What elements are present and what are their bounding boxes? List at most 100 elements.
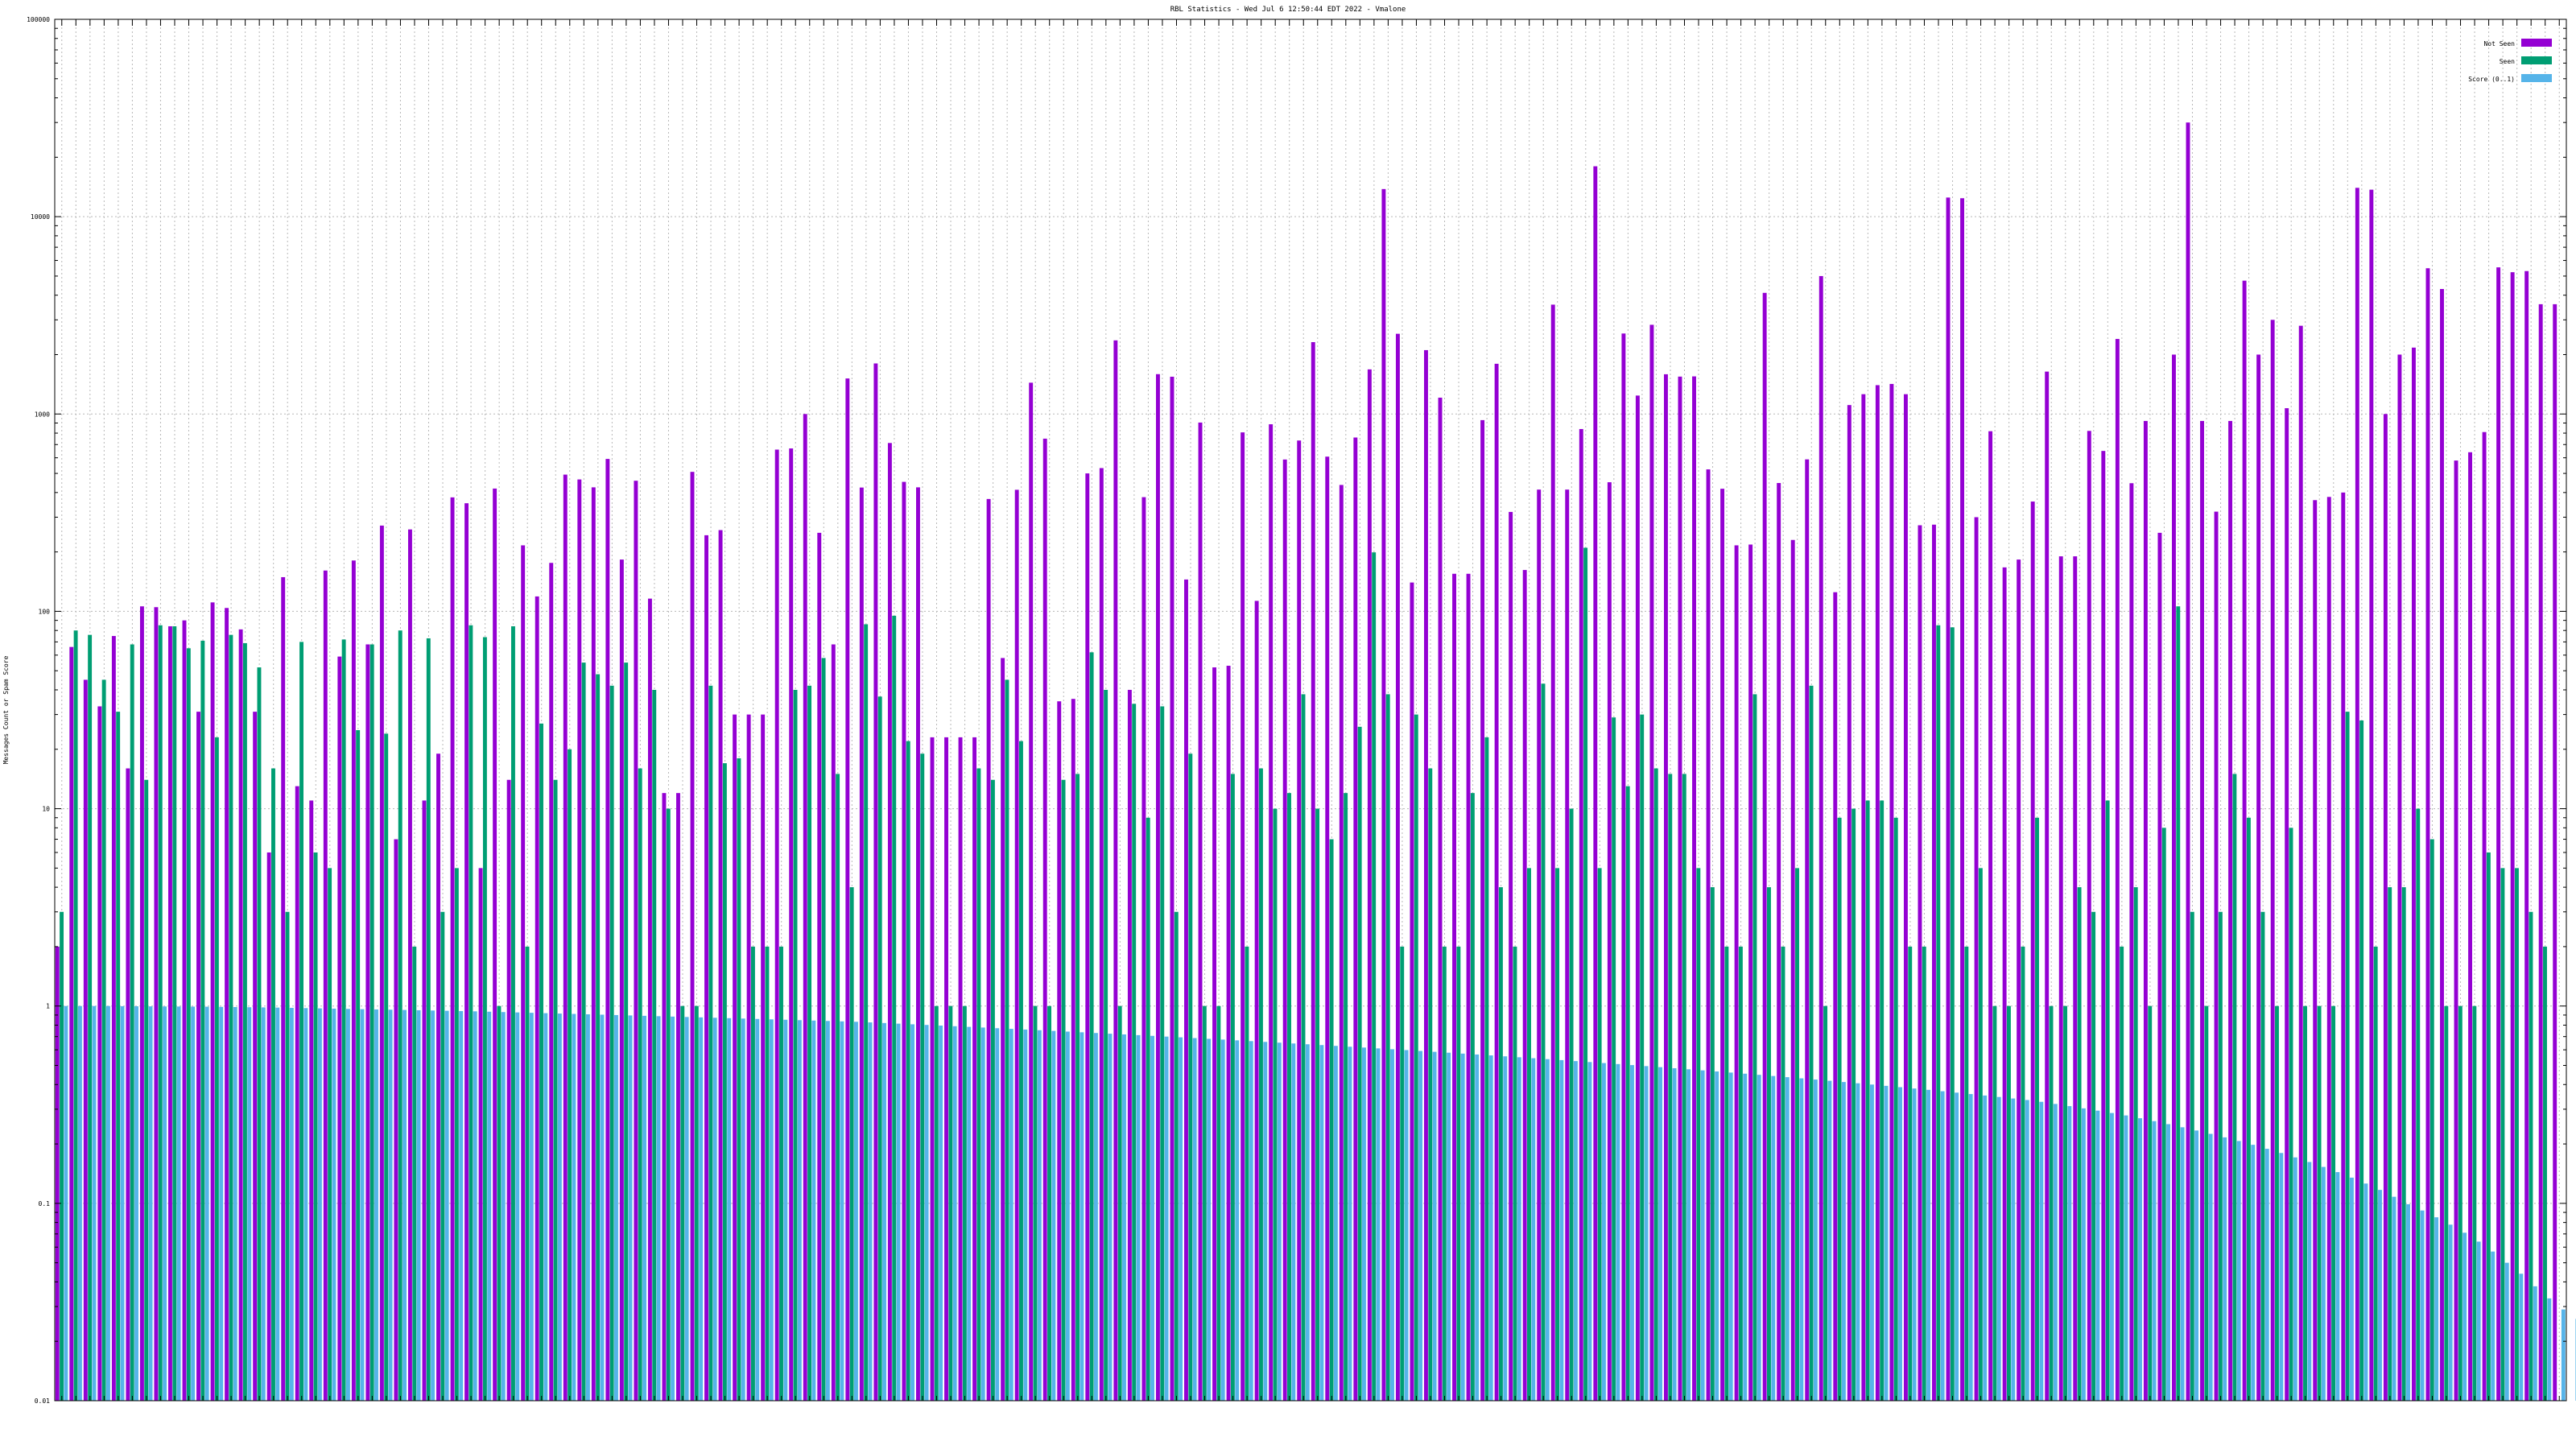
legend-label: Score (0..1): [2468, 76, 2515, 83]
bar-seen: [2275, 1005, 2279, 1401]
bar-not-seen: [774, 449, 779, 1401]
bar-not-seen: [1085, 473, 1090, 1401]
bar-not-seen: [873, 363, 878, 1402]
bar-seen: [1950, 627, 1955, 1401]
bar-seen: [976, 768, 981, 1401]
bar-not-seen: [2298, 325, 2303, 1401]
bar-seen: [1513, 946, 1517, 1401]
bar-seen: [469, 625, 473, 1401]
bar-not-seen: [1847, 405, 1852, 1402]
bar-seen: [581, 663, 586, 1401]
bar-score-0-1: [1093, 1033, 1098, 1401]
bar-seen: [384, 733, 389, 1401]
bar-not-seen: [422, 800, 427, 1401]
bar-score-0-1: [374, 1009, 378, 1401]
bar-score-0-1: [1841, 1082, 1846, 1401]
bar-seen: [1640, 714, 1645, 1401]
bar-not-seen: [1509, 511, 1513, 1402]
bar-not-seen: [1226, 666, 1231, 1401]
bar-score-0-1: [1220, 1039, 1225, 1401]
bar-not-seen: [1664, 374, 1668, 1401]
bar-score-0-1: [2011, 1098, 2016, 1401]
bar-score-0-1: [1319, 1045, 1324, 1401]
bar-not-seen: [1113, 340, 1118, 1401]
bar-seen: [1809, 685, 1814, 1401]
bar-seen: [1852, 808, 1856, 1401]
bar-not-seen: [577, 479, 582, 1401]
bar-not-seen: [887, 443, 892, 1401]
bar-not-seen: [2440, 289, 2444, 1401]
bar-score-0-1: [459, 1010, 464, 1401]
bar-seen: [1668, 774, 1673, 1401]
bar-score-0-1: [614, 1014, 618, 1401]
bar-score-0-1: [275, 1007, 280, 1401]
bar-not-seen: [1014, 489, 1019, 1402]
bar-seen: [1357, 726, 1362, 1401]
bar-score-0-1: [487, 1011, 492, 1401]
bar-not-seen: [55, 946, 60, 1401]
bar-score-0-1: [2307, 1162, 2312, 1401]
bar-seen: [2063, 1005, 2068, 1401]
bar-not-seen: [1748, 544, 1753, 1402]
bar-seen: [821, 658, 826, 1401]
y-tick-label: 0.1: [39, 1200, 51, 1208]
bar-not-seen: [2186, 122, 2190, 1402]
bar-score-0-1: [642, 1015, 646, 1401]
bar-score-0-1: [572, 1013, 576, 1401]
bar-score-0-1: [1051, 1030, 1056, 1401]
bar-score-0-1: [1968, 1094, 1973, 1401]
bar-not-seen: [2285, 408, 2289, 1402]
bar-not-seen: [196, 712, 200, 1401]
bar-not-seen: [1494, 363, 1499, 1401]
bar-score-0-1: [64, 1005, 68, 1401]
bar-seen: [906, 741, 910, 1401]
bar-seen: [1047, 1005, 1051, 1401]
bar-score-0-1: [939, 1026, 943, 1401]
y-tick-label: 100: [39, 608, 51, 615]
plot-frame: [54, 19, 2567, 1402]
bar-seen: [1075, 774, 1080, 1401]
bar-seen: [1470, 793, 1475, 1401]
bar-not-seen: [902, 481, 906, 1401]
bar-not-seen: [761, 714, 766, 1401]
bar-not-seen: [1353, 437, 1358, 1401]
bar-not-seen: [337, 656, 342, 1401]
bar-not-seen: [1155, 374, 1160, 1401]
bar-seen: [2133, 887, 2138, 1401]
bar-score-0-1: [233, 1007, 237, 1401]
bar-not-seen: [2538, 303, 2543, 1401]
bar-not-seen: [1678, 376, 1682, 1402]
bar-score-0-1: [444, 1010, 449, 1401]
bar-seen: [1230, 774, 1235, 1401]
bar-seen: [1908, 946, 1913, 1401]
bar-score-0-1: [967, 1026, 972, 1401]
bar-score-0-1: [120, 1005, 125, 1401]
bar-score-0-1: [1672, 1067, 1677, 1401]
bar-not-seen: [2397, 354, 2402, 1401]
bar-seen: [2077, 887, 2082, 1401]
bar-seen: [1498, 887, 1503, 1401]
bar-not-seen: [549, 563, 554, 1401]
bar-not-seen: [1311, 342, 1315, 1401]
bar-not-seen: [2355, 188, 2359, 1401]
bar-score-0-1: [1065, 1031, 1070, 1401]
bar-score-0-1: [1616, 1063, 1620, 1401]
bar-seen: [328, 868, 332, 1401]
bar-score-0-1: [317, 1008, 322, 1401]
bar-score-0-1: [148, 1006, 153, 1401]
bar-score-0-1: [1362, 1047, 1366, 1401]
bar-not-seen: [845, 378, 850, 1401]
bar-score-0-1: [2194, 1130, 2199, 1401]
bar-score-0-1: [2293, 1157, 2297, 1401]
bar-seen: [1456, 946, 1461, 1401]
bar-not-seen: [746, 714, 751, 1401]
bar-not-seen: [662, 793, 667, 1401]
bar-score-0-1: [1404, 1050, 1409, 1401]
bar-not-seen: [2058, 556, 2063, 1401]
bar-not-seen: [2129, 483, 2134, 1401]
y-tick-label: 10: [42, 806, 50, 813]
bar-seen: [1245, 946, 1249, 1401]
bar-seen: [2401, 887, 2406, 1401]
bar-score-0-1: [2378, 1190, 2382, 1401]
bar-seen: [2331, 1005, 2336, 1401]
